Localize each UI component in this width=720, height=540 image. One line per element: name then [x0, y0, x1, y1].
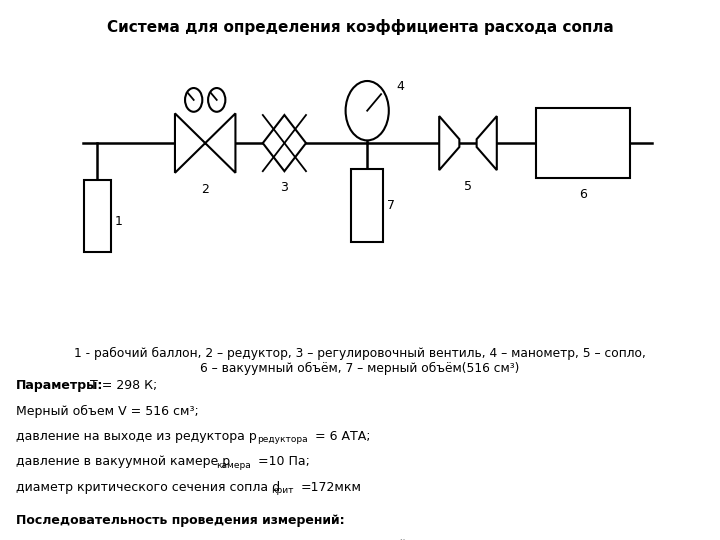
Polygon shape	[205, 113, 235, 173]
Polygon shape	[263, 115, 306, 171]
Text: Т = 298 К;: Т = 298 К;	[86, 379, 158, 392]
Polygon shape	[175, 113, 205, 173]
Text: 5: 5	[464, 180, 472, 193]
Text: 2: 2	[202, 183, 209, 195]
Text: Последовательность проведения измерений:: Последовательность проведения измерений:	[16, 514, 344, 526]
Text: диаметр критического сечения сопла d: диаметр критического сечения сопла d	[16, 481, 280, 494]
Ellipse shape	[346, 81, 389, 140]
Bar	[536, 108, 630, 178]
Text: =10 Па;: =10 Па;	[258, 455, 310, 468]
Text: =172мкм: =172мкм	[300, 481, 361, 494]
Text: Система для определения коэффициента расхода сопла: Система для определения коэффициента рас…	[107, 19, 613, 35]
Text: 1: 1	[114, 215, 122, 228]
Bar	[84, 179, 111, 252]
Text: 6 – вакуумный объём, 7 – мерный объём(516 см³): 6 – вакуумный объём, 7 – мерный объём(51…	[200, 362, 520, 375]
Text: крит: крит	[271, 486, 294, 495]
Polygon shape	[477, 116, 497, 170]
Text: камера: камера	[216, 461, 251, 470]
Text: 7: 7	[387, 199, 395, 212]
Text: 3: 3	[281, 181, 288, 194]
Polygon shape	[439, 116, 459, 170]
Text: редуктора: редуктора	[257, 435, 307, 444]
Text: 1. Запускаем форнасос для откачки воздуха из вакуумной камеры. Открываем: 1. Запускаем форнасос для откачки воздух…	[16, 538, 544, 540]
Ellipse shape	[185, 88, 202, 112]
Ellipse shape	[208, 88, 225, 112]
Text: давление на выходе из редуктора р: давление на выходе из редуктора р	[16, 430, 256, 443]
Text: 4: 4	[396, 80, 404, 93]
Text: Мерный объем V = 516 см³;: Мерный объем V = 516 см³;	[16, 404, 199, 417]
Bar	[351, 168, 383, 241]
Text: Параметры:: Параметры:	[16, 379, 103, 392]
Text: 6: 6	[580, 188, 587, 201]
Text: 1 - рабочий баллон, 2 – редуктор, 3 – регулировочный вентиль, 4 – манометр, 5 – : 1 - рабочий баллон, 2 – редуктор, 3 – ре…	[74, 347, 646, 360]
Text: = 6 АТА;: = 6 АТА;	[311, 430, 371, 443]
Text: давление в вакуумной камере р: давление в вакуумной камере р	[16, 455, 230, 468]
